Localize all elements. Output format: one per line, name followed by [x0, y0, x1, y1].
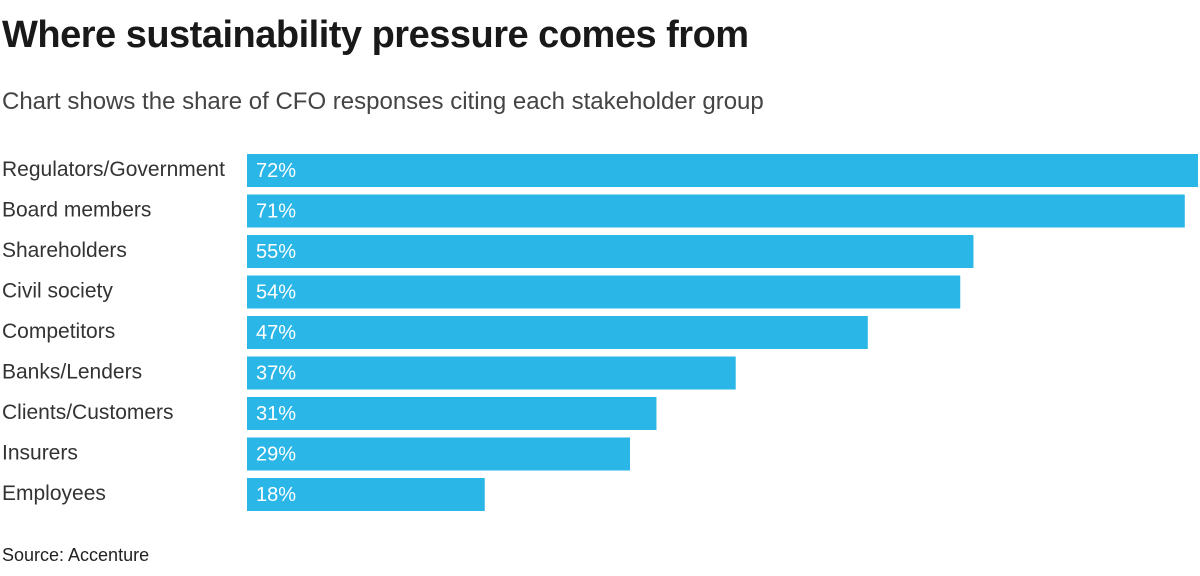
- value-label-employees: 18%: [256, 484, 296, 506]
- value-label-clients-customers: 31%: [256, 403, 296, 425]
- category-label-insurers: Insurers: [2, 442, 78, 465]
- chart-title: Where sustainability pressure comes from: [2, 14, 749, 56]
- category-label-regulators-government: Regulators/Government: [2, 158, 225, 181]
- source-note: Source: Accenture: [2, 545, 150, 565]
- value-label-board-members: 71%: [256, 200, 296, 222]
- bar-board-members: [247, 194, 1185, 228]
- category-label-clients-customers: Clients/Customers: [2, 401, 174, 424]
- bar-shareholders: [247, 235, 974, 268]
- bar-insurers: [247, 437, 631, 471]
- bar-competitors: [247, 316, 868, 349]
- chart-subtitle: Chart shows the share of CFO responses c…: [2, 88, 764, 115]
- category-label-shareholders: Shareholders: [2, 239, 127, 262]
- category-label-competitors: Competitors: [2, 320, 115, 343]
- bar-civil-society: [247, 275, 961, 309]
- value-label-civil-society: 54%: [256, 281, 296, 303]
- bar-employees: [247, 478, 485, 511]
- bar-clients-customers: [247, 397, 657, 430]
- bar-regulators-government: [247, 154, 1198, 187]
- category-label-board-members: Board members: [2, 199, 151, 222]
- value-label-shareholders: 55%: [256, 241, 296, 263]
- bar-banks-lenders: [247, 356, 736, 390]
- value-label-regulators-government: 72%: [256, 160, 296, 182]
- value-label-competitors: 47%: [256, 322, 296, 344]
- value-label-banks-lenders: 37%: [256, 362, 296, 384]
- category-label-banks-lenders: Banks/Lenders: [2, 361, 142, 384]
- category-label-civil-society: Civil society: [2, 280, 113, 303]
- value-label-insurers: 29%: [256, 443, 296, 465]
- category-label-employees: Employees: [2, 482, 106, 505]
